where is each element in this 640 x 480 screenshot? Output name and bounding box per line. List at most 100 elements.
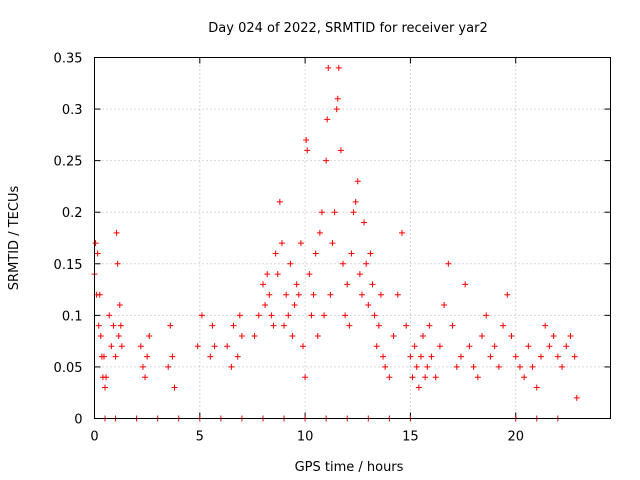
data-point (529, 363, 536, 370)
y-tick-label: 0.05 (54, 361, 83, 376)
data-point (350, 209, 357, 216)
data-point (255, 312, 262, 319)
data-point (487, 353, 494, 360)
data-point (356, 271, 363, 278)
data-point (559, 363, 566, 370)
data-point (272, 250, 279, 257)
data-point (390, 332, 397, 339)
data-point (276, 198, 283, 205)
data-point (291, 302, 298, 309)
data-point (270, 322, 277, 329)
y-tick-label: 0.2 (62, 206, 83, 221)
data-point (369, 281, 376, 288)
data-point (114, 260, 121, 267)
data-point (354, 178, 361, 185)
data-point (342, 312, 349, 319)
x-tick-label: 0 (90, 430, 98, 445)
data-point (331, 209, 338, 216)
data-point (512, 353, 519, 360)
data-point (165, 363, 172, 370)
x-tick-label: 10 (297, 430, 314, 445)
data-point (171, 384, 178, 391)
data-point (508, 332, 515, 339)
data-point (382, 363, 389, 370)
data-point (321, 312, 328, 319)
data-point (462, 281, 469, 288)
data-point (314, 332, 321, 339)
data-point (333, 106, 340, 113)
data-point (110, 322, 117, 329)
data-point (367, 250, 374, 257)
data-point (373, 343, 380, 350)
data-point (97, 332, 104, 339)
data-point (371, 312, 378, 319)
data-point (563, 343, 570, 350)
data-point (113, 229, 120, 236)
data-point (308, 312, 315, 319)
data-point (234, 353, 241, 360)
data-point (259, 281, 266, 288)
data-point (441, 302, 448, 309)
data-point (285, 312, 292, 319)
plot-frame (94, 57, 611, 419)
data-point (116, 302, 123, 309)
data-point (117, 322, 124, 329)
data-point (365, 302, 372, 309)
data-point (146, 332, 153, 339)
data-point (432, 374, 439, 381)
data-point (112, 353, 119, 360)
data-point (207, 353, 214, 360)
data-point (323, 157, 330, 164)
data-point (346, 322, 353, 329)
data-point (516, 363, 523, 370)
y-tick-label: 0.3 (62, 103, 83, 118)
data-point (304, 147, 311, 154)
data-point (92, 240, 99, 247)
data-point (453, 363, 460, 370)
chart-title: Day 024 of 2022, SRMTID for receiver yar… (208, 21, 487, 36)
data-point (377, 291, 384, 298)
data-point (424, 363, 431, 370)
data-point (352, 198, 359, 205)
data-point (413, 363, 420, 370)
data-point (95, 322, 102, 329)
data-point (403, 322, 410, 329)
data-point (457, 353, 464, 360)
axis-ticks (94, 57, 611, 419)
data-point (554, 353, 561, 360)
data-point (409, 374, 416, 381)
data-point (295, 291, 302, 298)
data-point (94, 250, 101, 257)
y-tick-label: 0 (74, 413, 82, 428)
data-point (103, 374, 110, 381)
data-point (142, 374, 149, 381)
data-point (302, 374, 309, 381)
data-point (344, 281, 351, 288)
data-point (417, 353, 424, 360)
data-point (436, 343, 443, 350)
data-point (546, 343, 553, 350)
data-point (394, 291, 401, 298)
x-axis-label: GPS time / hours (295, 460, 404, 475)
data-point (483, 312, 490, 319)
data-point (266, 291, 273, 298)
data-point (340, 260, 347, 267)
data-point (479, 332, 486, 339)
data-point (100, 353, 107, 360)
data-point (521, 374, 528, 381)
data-point (325, 64, 332, 71)
data-point (268, 312, 275, 319)
y-tick-label: 0.15 (54, 258, 83, 273)
data-point (500, 322, 507, 329)
data-point (137, 343, 144, 350)
data-point (361, 219, 368, 226)
data-point (474, 374, 481, 381)
data-point (411, 343, 418, 350)
data-point (287, 260, 294, 267)
data-point (573, 394, 580, 401)
data-point (310, 291, 317, 298)
data-point (264, 271, 271, 278)
data-point (470, 363, 477, 370)
data-point (312, 250, 319, 257)
